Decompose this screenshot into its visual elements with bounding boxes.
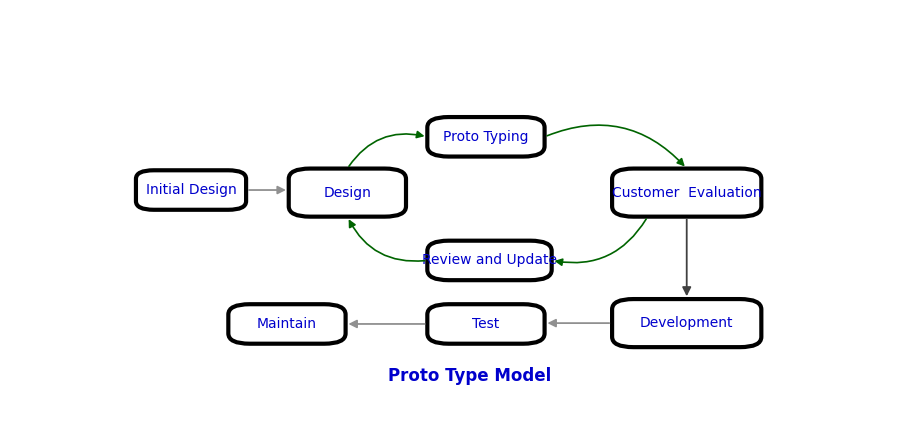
Text: Proto Typing: Proto Typing <box>443 130 529 144</box>
FancyBboxPatch shape <box>427 241 552 280</box>
FancyBboxPatch shape <box>136 170 246 210</box>
Text: Maintain: Maintain <box>257 317 317 331</box>
FancyBboxPatch shape <box>613 299 761 347</box>
FancyBboxPatch shape <box>613 169 761 217</box>
Text: Customer  Evaluation: Customer Evaluation <box>612 186 761 200</box>
FancyBboxPatch shape <box>427 304 545 344</box>
FancyBboxPatch shape <box>289 169 406 217</box>
Text: Review and Update: Review and Update <box>422 253 557 268</box>
Text: Proto Type Model: Proto Type Model <box>388 368 552 385</box>
FancyBboxPatch shape <box>228 304 346 344</box>
Text: Development: Development <box>640 316 734 330</box>
FancyBboxPatch shape <box>427 117 545 157</box>
Text: Initial Design: Initial Design <box>146 183 237 197</box>
Text: Design: Design <box>324 186 371 200</box>
Text: Test: Test <box>472 317 500 331</box>
